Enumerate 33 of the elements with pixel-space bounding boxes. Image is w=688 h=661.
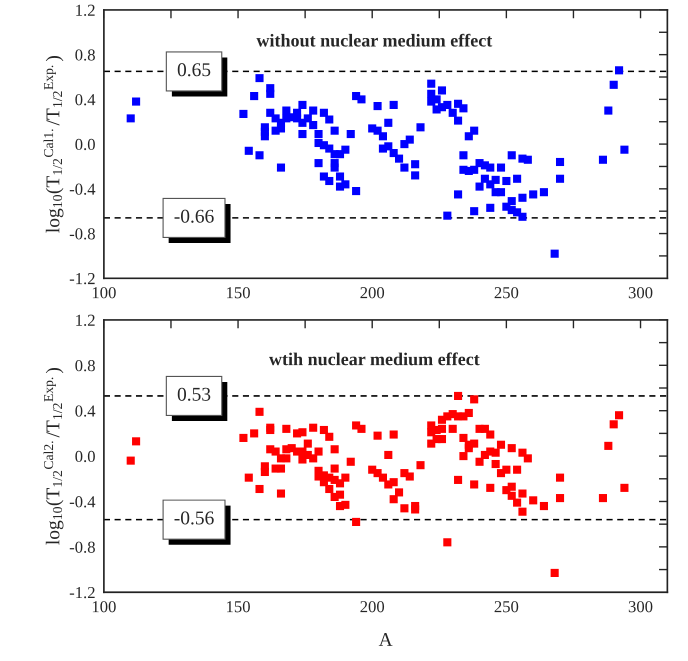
- ref-line-label: -0.56: [174, 511, 214, 525]
- x-tick-label: 200: [360, 287, 384, 298]
- ref-line-label: 0.65: [178, 63, 210, 76]
- y-tick-label: -0.8: [70, 542, 95, 553]
- y-tick-label: 0.0: [75, 450, 95, 462]
- y-tick-label: 0.4: [75, 405, 96, 417]
- y-tick-label: 1.2: [76, 314, 95, 326]
- x-tick-label: 250: [494, 287, 518, 298]
- y-tick-label: 0.8: [75, 360, 95, 372]
- text: log$_{10}$(T$_{1/2}$$^{Cal2.}$/T$_{1/2}$$^{Exp.}$): [44, 368, 64, 545]
- y-tick-label: -0.4: [70, 496, 96, 508]
- y-tick-label: 0.4: [75, 94, 96, 106]
- y-tick-label: 1.2: [76, 4, 95, 16]
- ref-line-label: -0.66: [174, 210, 214, 223]
- x-tick-label: 300: [628, 287, 652, 298]
- y-tick-label: 0.8: [75, 49, 95, 61]
- x-axis-title: A: [378, 633, 392, 646]
- y-tick-label: -1.2: [70, 273, 95, 284]
- text: log$_{10}$(T$_{1/2}$$^{Cal1.}$/T$_{1/2}$$^{Exp.}$): [44, 56, 64, 233]
- x-tick-label: 250: [494, 601, 518, 612]
- ref-line-label: 0.53: [178, 388, 210, 401]
- y-tick-label: 0.0: [75, 138, 95, 150]
- x-tick-label: 300: [628, 601, 652, 612]
- x-tick-label: 200: [360, 601, 384, 612]
- x-tick-label: 150: [227, 601, 250, 612]
- y-tick-label: -0.4: [70, 184, 96, 195]
- text: wtih nuclear medium effect: [269, 352, 480, 366]
- text: without nuclear medium effect: [256, 34, 492, 47]
- y-tick-label: -0.8: [70, 228, 95, 240]
- x-tick-label: 150: [227, 287, 250, 298]
- y-tick-label: -1.2: [70, 587, 95, 598]
- x-tick-label: 100: [92, 601, 116, 612]
- x-tick-label: 100: [92, 287, 116, 298]
